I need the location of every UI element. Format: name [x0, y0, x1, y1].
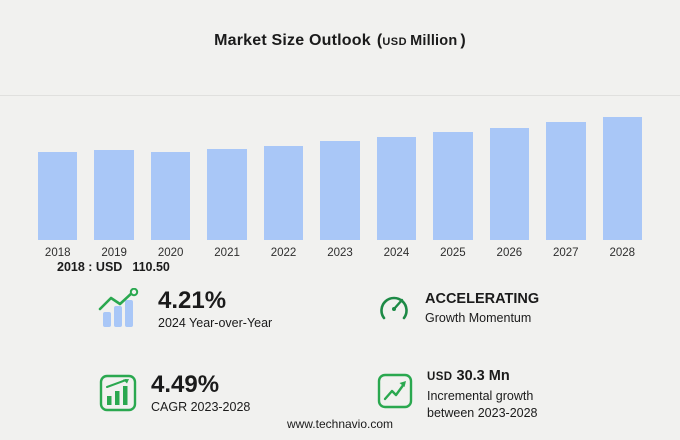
x-axis-label-2022: 2022 — [270, 247, 297, 259]
stat-text: 4.49% CAGR 2023-2028 — [151, 372, 250, 414]
stat-value: 4.49% — [151, 371, 220, 398]
x-axis-label-2026: 2026 — [496, 247, 523, 259]
bar-2028 — [602, 117, 642, 240]
bar-2020 — [150, 152, 191, 240]
stat-label: Growth Momentum — [425, 311, 532, 326]
annotation-label: 2018 : USD — [57, 260, 123, 274]
bar-2027 — [546, 122, 586, 240]
stat-text: USD 30.3 Mn Incremental growth between 2… — [427, 368, 569, 422]
stat-cagr: 4.49% CAGR 2023-2028 — [98, 372, 250, 414]
stat-label: Incremental growth between 2023-2028 — [427, 389, 538, 421]
stat-value: 4.21% — [158, 287, 227, 314]
bar-2024 — [376, 137, 417, 240]
stat-value-currency: USD — [427, 371, 453, 383]
x-axis-labels: 2018 2019 2020 2021 2022 2023 2024 2025 2026 2027… — [38, 247, 642, 259]
x-axis-label-2024: 2024 — [383, 247, 410, 259]
bar-2026 — [489, 128, 530, 240]
title-paren-close: ) — [460, 32, 466, 49]
bar-chart — [38, 112, 642, 240]
title-paren-open: ( — [376, 32, 383, 49]
page-title: Market Size Outlook (USD Million) — [0, 32, 680, 50]
bar-2025 — [433, 132, 473, 240]
annotation-value: 110.50 — [132, 260, 170, 274]
top-gridline — [0, 95, 680, 96]
x-axis-label-2020: 2020 — [157, 247, 184, 259]
stat-label: CAGR 2023-2028 — [151, 400, 251, 415]
bar-2023 — [320, 141, 360, 240]
x-axis-label-2019: 2019 — [101, 247, 127, 259]
stat-incremental-growth: USD 30.3 Mn Incremental growth between 2… — [376, 368, 569, 422]
x-axis-label-2027: 2027 — [553, 247, 579, 259]
growth-line-icon — [376, 372, 414, 410]
title-unit: Million — [410, 33, 458, 49]
trend-up-chart-icon — [95, 288, 145, 330]
website-url: www.technavio.com — [286, 417, 394, 431]
stat-value-number: 30.3 Mn — [456, 368, 510, 384]
title-main: Market Size Outlook — [214, 32, 371, 49]
x-axis-label-2021: 2021 — [214, 247, 240, 259]
x-axis-label-2023: 2023 — [327, 247, 353, 259]
bar-2022 — [263, 146, 304, 240]
stat-growth-momentum: ACCELERATING Growth Momentum — [376, 291, 539, 325]
stat-yoy-growth: 4.21% 2024 Year-over-Year — [95, 288, 272, 330]
x-axis-label-2028: 2028 — [609, 247, 636, 259]
gauge-icon — [376, 292, 412, 324]
title-currency: USD — [382, 36, 408, 48]
base-year-annotation: 2018 : USD 110.50 — [57, 260, 170, 274]
bar-2019 — [94, 150, 134, 240]
stat-text: ACCELERATING Growth Momentum — [425, 291, 539, 325]
bar-2021 — [207, 149, 247, 240]
bar-chart-icon — [98, 373, 138, 413]
stat-value: USD 30.3 Mn — [427, 368, 569, 385]
stat-label: 2024 Year-over-Year — [158, 316, 273, 331]
x-axis-label-2025: 2025 — [440, 247, 466, 259]
stat-value: ACCELERATING — [425, 291, 540, 307]
x-axis-label-2018: 2018 — [44, 247, 71, 259]
bar-2018 — [38, 152, 78, 240]
stat-text: 4.21% 2024 Year-over-Year — [158, 288, 272, 330]
